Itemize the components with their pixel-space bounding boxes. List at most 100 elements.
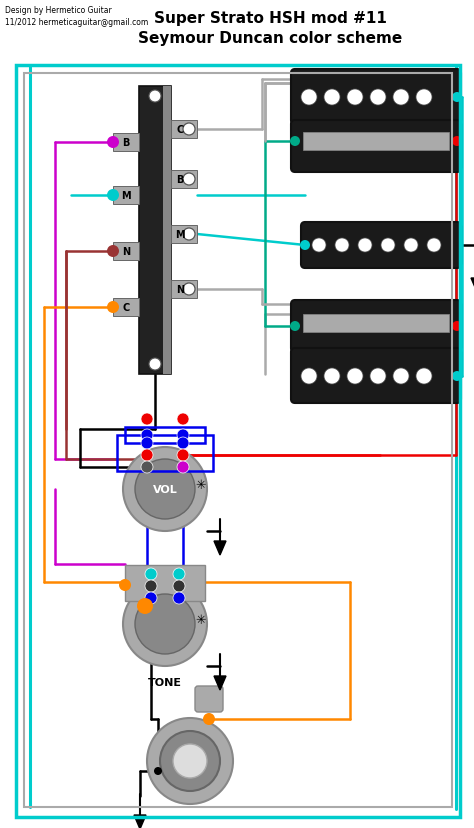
Circle shape xyxy=(149,359,161,371)
Circle shape xyxy=(141,437,153,450)
Circle shape xyxy=(324,90,340,106)
Circle shape xyxy=(173,744,207,778)
Circle shape xyxy=(381,238,395,253)
Circle shape xyxy=(452,93,462,103)
Circle shape xyxy=(107,246,119,258)
Circle shape xyxy=(173,580,185,592)
Text: B: B xyxy=(176,175,184,185)
Text: M: M xyxy=(121,190,131,200)
Circle shape xyxy=(137,599,153,614)
Circle shape xyxy=(141,461,153,474)
Circle shape xyxy=(358,238,372,253)
Circle shape xyxy=(452,137,462,147)
Circle shape xyxy=(177,413,189,426)
Bar xyxy=(171,121,197,139)
Circle shape xyxy=(347,368,363,384)
Circle shape xyxy=(324,368,340,384)
Circle shape xyxy=(347,90,363,106)
Bar xyxy=(303,132,449,151)
Text: VOL: VOL xyxy=(153,484,177,494)
Circle shape xyxy=(107,190,119,202)
Bar xyxy=(24,74,452,807)
Text: ✳: ✳ xyxy=(196,614,206,627)
Text: M: M xyxy=(175,229,185,240)
Circle shape xyxy=(183,284,195,296)
Circle shape xyxy=(393,368,409,384)
Bar xyxy=(117,436,213,471)
Circle shape xyxy=(370,368,386,384)
Circle shape xyxy=(427,238,441,253)
Circle shape xyxy=(107,137,119,149)
FancyBboxPatch shape xyxy=(195,686,223,712)
Circle shape xyxy=(183,174,195,185)
Text: Design by Hermetico Guitar: Design by Hermetico Guitar xyxy=(5,6,112,14)
Circle shape xyxy=(183,229,195,241)
Circle shape xyxy=(160,731,220,791)
Circle shape xyxy=(123,582,207,667)
Bar xyxy=(171,171,197,189)
Circle shape xyxy=(145,580,157,592)
Circle shape xyxy=(107,301,119,314)
Circle shape xyxy=(290,321,300,331)
Polygon shape xyxy=(214,676,226,691)
Bar xyxy=(171,281,197,299)
Bar xyxy=(113,299,139,316)
Text: TONE: TONE xyxy=(148,677,182,687)
Bar xyxy=(139,87,171,374)
Polygon shape xyxy=(134,815,146,828)
Circle shape xyxy=(370,90,386,106)
FancyBboxPatch shape xyxy=(291,70,461,125)
Circle shape xyxy=(141,413,153,426)
Polygon shape xyxy=(471,279,474,292)
Text: N: N xyxy=(176,285,184,295)
FancyBboxPatch shape xyxy=(301,223,461,268)
Circle shape xyxy=(135,595,195,654)
Circle shape xyxy=(141,430,153,441)
Bar xyxy=(113,187,139,205)
Circle shape xyxy=(177,430,189,441)
Text: B: B xyxy=(122,137,130,148)
Circle shape xyxy=(301,90,317,106)
Text: C: C xyxy=(122,303,129,313)
Circle shape xyxy=(416,368,432,384)
Circle shape xyxy=(147,718,233,804)
Bar xyxy=(303,315,449,333)
Circle shape xyxy=(300,241,310,251)
Circle shape xyxy=(183,124,195,136)
Circle shape xyxy=(177,437,189,450)
Polygon shape xyxy=(214,542,226,556)
Bar xyxy=(125,427,205,444)
Circle shape xyxy=(177,450,189,461)
Circle shape xyxy=(404,238,418,253)
Bar xyxy=(125,566,205,601)
Circle shape xyxy=(141,450,153,461)
Bar xyxy=(163,87,171,374)
Circle shape xyxy=(135,460,195,519)
Circle shape xyxy=(301,368,317,384)
FancyBboxPatch shape xyxy=(291,349,461,403)
Circle shape xyxy=(290,137,300,147)
Text: Super Strato HSH mod #11: Super Strato HSH mod #11 xyxy=(154,11,386,26)
Circle shape xyxy=(149,91,161,103)
Circle shape xyxy=(203,713,215,725)
Text: ✳: ✳ xyxy=(196,479,206,492)
Circle shape xyxy=(312,238,326,253)
Circle shape xyxy=(173,568,185,580)
Text: C: C xyxy=(176,125,183,135)
Text: Seymour Duncan color scheme: Seymour Duncan color scheme xyxy=(138,31,402,46)
Text: 11/2012 hermeticaguitar@gmail.com: 11/2012 hermeticaguitar@gmail.com xyxy=(5,17,148,26)
Circle shape xyxy=(173,592,185,604)
Circle shape xyxy=(145,592,157,604)
Circle shape xyxy=(177,461,189,474)
Circle shape xyxy=(335,238,349,253)
Circle shape xyxy=(145,568,157,580)
Circle shape xyxy=(416,90,432,106)
Circle shape xyxy=(119,580,131,591)
FancyBboxPatch shape xyxy=(291,121,461,173)
Circle shape xyxy=(123,447,207,532)
Circle shape xyxy=(452,321,462,331)
Bar xyxy=(171,226,197,243)
Bar xyxy=(113,134,139,152)
FancyBboxPatch shape xyxy=(291,301,461,353)
Text: N: N xyxy=(122,247,130,257)
